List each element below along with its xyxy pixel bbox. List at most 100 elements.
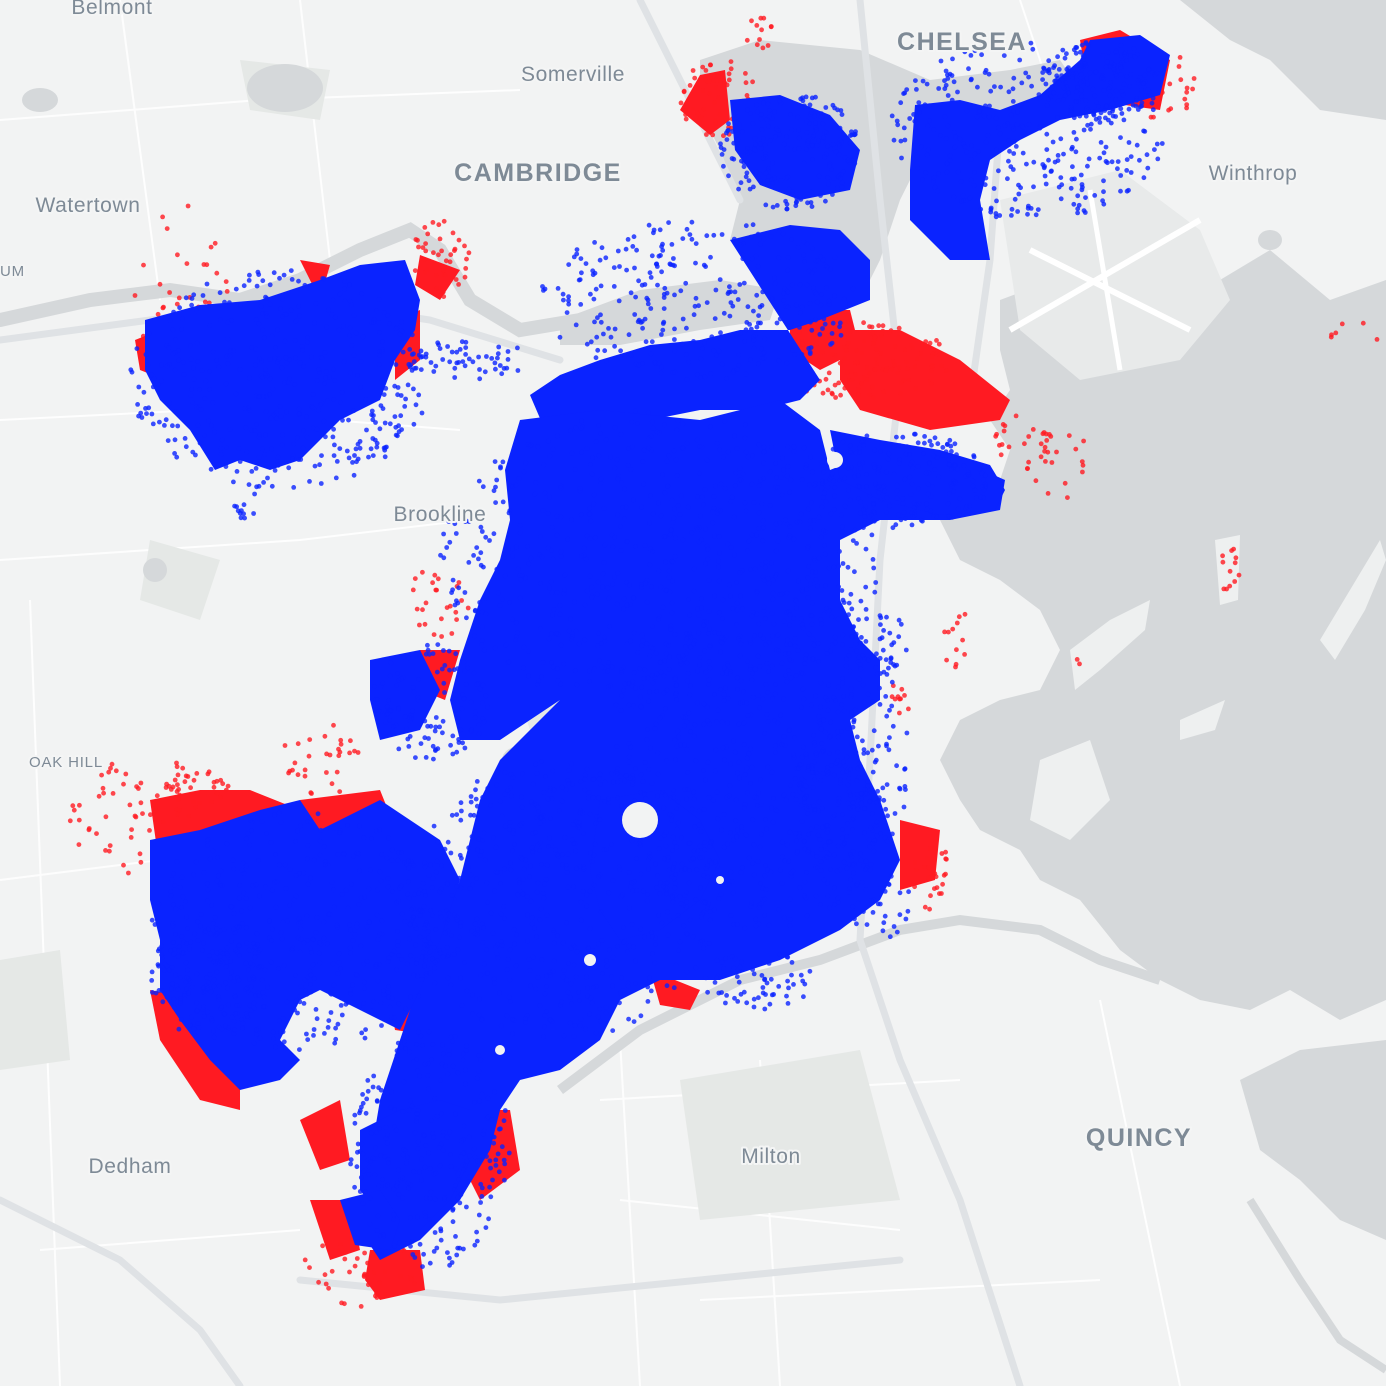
blue-point	[578, 256, 584, 261]
blue-point	[747, 667, 753, 672]
blue-point	[205, 843, 211, 848]
blue-point	[550, 556, 556, 562]
red-point	[895, 370, 901, 376]
red-point	[224, 289, 230, 294]
blue-point	[822, 551, 828, 557]
blue-point	[304, 856, 310, 862]
blue-point	[796, 578, 801, 584]
blue-point	[650, 680, 656, 686]
blue-point	[626, 702, 632, 708]
blue-point	[261, 335, 267, 341]
blue-point	[669, 242, 675, 247]
blue-point	[400, 1195, 406, 1201]
blue-point	[692, 722, 698, 728]
blue-point	[1101, 178, 1106, 184]
blue-point	[928, 494, 934, 499]
blue-point	[566, 262, 572, 267]
blue-point	[432, 959, 438, 965]
blue-point	[1019, 123, 1025, 129]
blue-point	[172, 947, 177, 952]
blue-point	[677, 939, 683, 945]
blue-point	[276, 356, 282, 362]
blue-point	[497, 798, 503, 804]
blue-point	[1154, 141, 1160, 147]
blue-point	[455, 505, 461, 511]
blue-point	[693, 758, 699, 764]
blue-point	[282, 312, 288, 317]
blue-point	[448, 982, 454, 988]
blue-point	[411, 1169, 417, 1175]
red-point	[897, 364, 902, 370]
blue-point	[832, 640, 838, 646]
blue-point	[1142, 129, 1148, 134]
blue-point	[741, 742, 747, 747]
blue-point	[738, 678, 744, 684]
blue-point	[405, 1154, 410, 1160]
blue-point	[555, 933, 560, 939]
red-point	[110, 791, 116, 796]
blue-point	[612, 574, 617, 580]
blue-point	[558, 549, 564, 555]
blue-point	[804, 870, 809, 875]
blue-point	[571, 943, 576, 948]
blue-point	[432, 1096, 438, 1101]
blue-point	[427, 651, 432, 657]
blue-point	[932, 467, 938, 472]
blue-point	[422, 1164, 428, 1170]
blue-point	[900, 496, 906, 501]
blue-point	[252, 428, 258, 433]
blue-point	[604, 963, 610, 969]
blue-point	[1078, 87, 1084, 93]
red-point	[425, 231, 431, 237]
blue-point	[785, 464, 791, 469]
blue-point	[823, 479, 829, 484]
blue-point	[470, 882, 475, 888]
blue-point	[406, 655, 411, 661]
blue-point	[376, 320, 382, 326]
blue-point	[755, 653, 761, 659]
blue-point	[246, 967, 251, 973]
blue-point	[488, 910, 494, 916]
blue-point	[691, 848, 697, 854]
blue-point	[194, 340, 200, 346]
blue-point	[684, 899, 689, 905]
blue-point	[583, 1026, 588, 1032]
blue-point	[401, 1079, 407, 1085]
blue-point	[1019, 80, 1025, 86]
blue-point	[982, 472, 988, 478]
blue-point	[234, 469, 240, 474]
blue-point	[571, 884, 576, 890]
red-point	[873, 346, 879, 352]
blue-point	[704, 704, 710, 710]
blue-point	[297, 999, 303, 1005]
blue-point	[290, 945, 296, 951]
red-point	[1184, 89, 1190, 95]
blue-point	[794, 519, 800, 525]
blue-point	[650, 624, 655, 629]
blue-point	[247, 842, 253, 848]
blue-point	[851, 467, 857, 473]
red-point	[1074, 657, 1080, 662]
blue-point	[930, 484, 935, 490]
red-point	[466, 250, 472, 256]
blue-point	[719, 827, 724, 833]
blue-point	[662, 658, 667, 664]
blue-point	[240, 1020, 246, 1026]
blue-point	[1105, 160, 1110, 166]
blue-point	[699, 494, 705, 500]
blue-point	[377, 962, 382, 967]
blue-point	[706, 682, 712, 687]
blue-point	[188, 343, 193, 349]
blue-point	[634, 856, 639, 861]
red-point	[939, 363, 944, 369]
blue-point	[818, 902, 823, 907]
blue-point	[479, 1017, 485, 1023]
blue-point	[1005, 176, 1010, 182]
blue-point	[664, 758, 669, 764]
blue-point	[174, 859, 180, 865]
blue-point	[988, 88, 994, 94]
red-point	[936, 352, 942, 358]
blue-point	[727, 830, 733, 836]
red-point	[107, 848, 112, 854]
